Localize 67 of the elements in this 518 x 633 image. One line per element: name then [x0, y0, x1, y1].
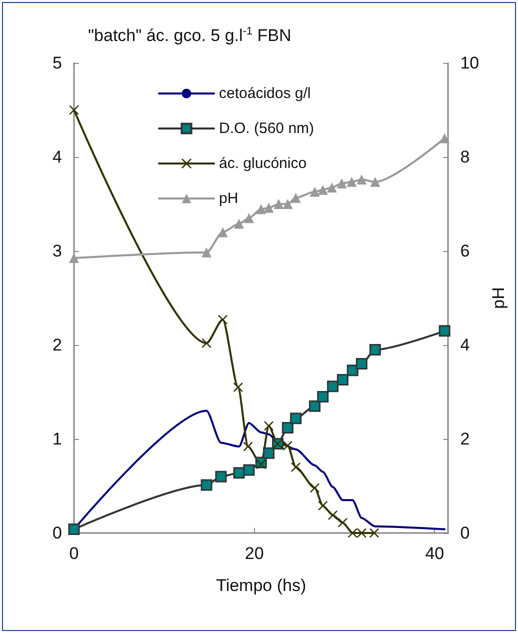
point	[234, 382, 243, 392]
point	[308, 400, 320, 412]
point	[346, 176, 357, 187]
point	[202, 247, 212, 258]
point	[69, 253, 79, 264]
point	[369, 344, 381, 356]
y-tick-label: 0	[52, 524, 62, 542]
legend-label: ác. glucónico	[219, 155, 307, 172]
point	[243, 464, 255, 476]
point	[326, 182, 337, 193]
legend-label: D.O. (560 nm)	[219, 120, 314, 137]
point	[440, 133, 450, 144]
y2-tick-label: 2	[460, 430, 470, 448]
point	[357, 528, 366, 538]
y-tick-label: 2	[52, 336, 62, 354]
point	[291, 462, 300, 472]
point	[370, 176, 380, 187]
y-tick-label: 5	[52, 54, 62, 72]
y-tick-label: 4	[52, 148, 62, 166]
point	[338, 518, 348, 528]
point	[318, 184, 328, 195]
point	[283, 441, 292, 450]
point	[244, 213, 254, 224]
point	[282, 199, 293, 209]
point	[370, 528, 379, 538]
point	[263, 447, 275, 459]
point	[264, 202, 274, 213]
y2-tick-label: 8	[460, 148, 470, 166]
point	[256, 204, 266, 214]
point	[200, 479, 212, 491]
point	[202, 338, 212, 348]
point	[318, 501, 328, 510]
y-tick-label: 1	[52, 430, 62, 448]
point	[282, 422, 294, 434]
x-tick-label: 20	[244, 544, 264, 563]
point	[215, 470, 227, 482]
point	[336, 178, 347, 188]
y2-tick-label: 6	[460, 242, 470, 260]
point	[290, 412, 302, 424]
x-axis-title: Tiempo (hs)	[216, 576, 306, 595]
legend-label: cetoácidos g/l	[219, 85, 311, 102]
point	[317, 390, 329, 402]
point	[218, 315, 228, 324]
point	[234, 218, 244, 229]
point	[274, 199, 284, 209]
y2-axis-title: pH	[489, 287, 508, 309]
point	[68, 523, 80, 535]
y-tick-label: 3	[52, 242, 62, 260]
point	[290, 192, 301, 203]
point	[336, 374, 348, 386]
legend-label: pH	[219, 190, 238, 207]
point	[310, 483, 320, 492]
point	[356, 174, 367, 185]
y2-tick-label: 4	[460, 336, 470, 354]
point	[438, 325, 450, 337]
point	[310, 186, 320, 197]
y2-tick-label: 10	[460, 54, 480, 72]
point	[327, 380, 339, 392]
point	[256, 460, 266, 469]
point	[348, 528, 358, 538]
y2-tick-label: 0	[460, 524, 470, 542]
x-tick-label: 40	[425, 544, 444, 563]
point	[218, 227, 228, 238]
point	[356, 358, 368, 370]
point	[346, 364, 358, 376]
point	[328, 510, 338, 520]
x-tick-label: 0	[69, 544, 79, 563]
